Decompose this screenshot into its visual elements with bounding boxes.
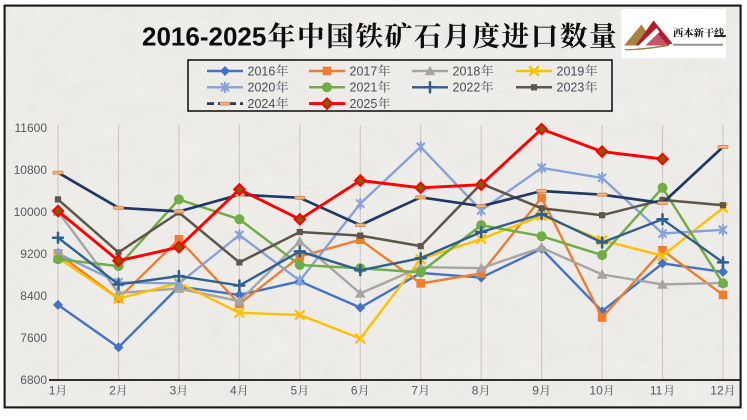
svg-text:2016-2025: 2016-2025: [142, 22, 266, 52]
svg-text:2016: 2016: [248, 64, 276, 78]
svg-text:11600: 11600: [15, 121, 48, 135]
svg-text:9200: 9200: [20, 247, 47, 261]
svg-text:10: 10: [589, 384, 603, 398]
svg-text:2: 2: [109, 384, 116, 398]
svg-text:8: 8: [472, 384, 479, 398]
svg-text:2025: 2025: [350, 97, 378, 111]
svg-text:2021: 2021: [350, 81, 378, 95]
svg-text:2024: 2024: [248, 97, 276, 111]
svg-text:2023: 2023: [557, 81, 585, 95]
svg-text:2019: 2019: [557, 64, 585, 78]
svg-text:6800: 6800: [20, 373, 47, 387]
svg-text:2018: 2018: [453, 64, 481, 78]
svg-text:11: 11: [650, 384, 663, 398]
svg-text:10000: 10000: [14, 205, 48, 219]
svg-text:3: 3: [170, 384, 177, 398]
svg-text:1: 1: [49, 384, 56, 398]
svg-text:2017: 2017: [350, 64, 378, 78]
svg-text:12: 12: [710, 384, 724, 398]
svg-text:2020: 2020: [248, 81, 276, 95]
svg-text:9: 9: [532, 384, 539, 398]
svg-text:6: 6: [351, 384, 358, 398]
svg-text:5: 5: [291, 384, 298, 398]
svg-text:7: 7: [411, 384, 418, 398]
svg-text:8400: 8400: [20, 289, 47, 303]
svg-text:2022: 2022: [453, 81, 481, 95]
svg-text:7600: 7600: [20, 331, 47, 345]
svg-text:10800: 10800: [14, 163, 48, 177]
svg-text:4: 4: [230, 384, 237, 398]
